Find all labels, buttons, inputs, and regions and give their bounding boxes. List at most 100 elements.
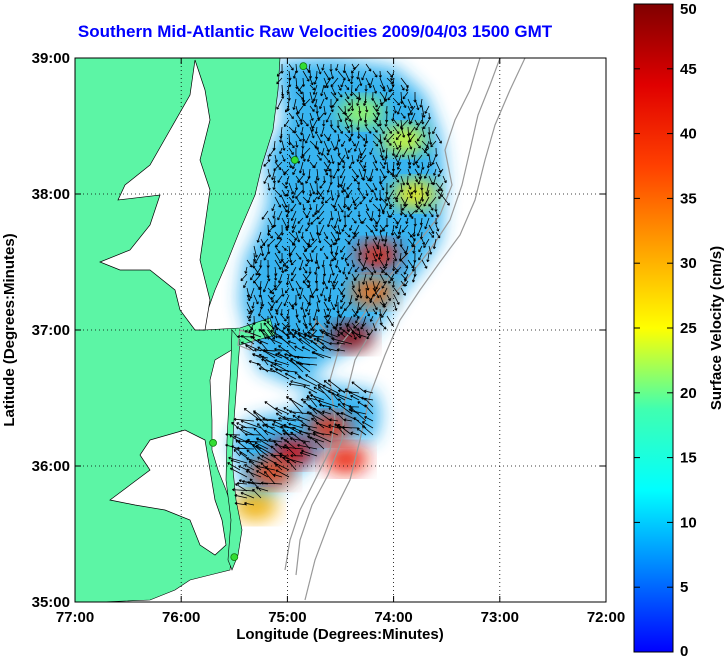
velocity-vector (298, 338, 318, 352)
velocity-vector (320, 287, 325, 297)
velocity-hotspot (392, 180, 437, 208)
velocity-vector (302, 266, 308, 274)
velocity-vector (400, 98, 407, 109)
velocity-vector (361, 259, 367, 272)
velocity-vector (267, 273, 271, 282)
velocity-vector (365, 189, 369, 197)
velocity-vector (323, 168, 328, 176)
velocity-vector (358, 133, 366, 141)
velocity-vector (302, 322, 308, 329)
velocity-vector (369, 315, 374, 322)
velocity-vector (302, 273, 310, 283)
colorbar-tick-label: 20 (680, 385, 697, 402)
velocity-vector (371, 259, 375, 267)
velocity-vector (327, 217, 332, 228)
y-tick-label: 36:00 (32, 458, 70, 475)
velocity-vector (284, 444, 297, 457)
radar-site-marker (290, 156, 299, 164)
velocity-vector (311, 119, 318, 129)
y-tick-label: 35:00 (32, 594, 70, 611)
colorbar-tick-label: 25 (680, 320, 697, 337)
velocity-vector (274, 347, 290, 352)
velocity-vector (319, 329, 339, 338)
y-axis: 35:00 36:00 37:00 38:00 39:00 (32, 50, 606, 611)
velocity-vector (351, 331, 367, 338)
velocity-vector (365, 329, 370, 336)
velocity-vector (414, 119, 419, 126)
velocity-vector (318, 217, 325, 225)
velocity-vector (298, 287, 304, 300)
velocity-vector (279, 452, 297, 464)
velocity-vector (369, 294, 374, 304)
velocity-vector (282, 445, 304, 450)
velocity-vector (327, 390, 346, 401)
velocity-vector (274, 359, 290, 366)
velocity-vector (414, 98, 420, 111)
velocity-vector (375, 280, 381, 290)
velocity-vector (240, 491, 255, 499)
velocity-vector (423, 119, 430, 130)
velocity-vector (356, 238, 361, 247)
velocity-vector (372, 84, 377, 94)
velocity-vector (248, 322, 255, 333)
velocity-vector (337, 147, 341, 156)
velocity-vector (414, 175, 419, 183)
velocity-vector (254, 441, 269, 450)
velocity-vector (341, 140, 346, 147)
velocity-vector (426, 161, 431, 169)
velocity-vector (333, 273, 339, 284)
velocity-vector (416, 224, 423, 237)
velocity-vector (290, 203, 297, 212)
velocity-vector (273, 462, 290, 471)
velocity-vector (276, 231, 283, 240)
velocity-vector (300, 231, 304, 239)
velocity-vector (317, 112, 325, 121)
velocity-vector (344, 91, 350, 100)
velocity-vector (236, 426, 255, 436)
velocity-vector (333, 326, 346, 338)
velocity-vector (348, 405, 360, 409)
velocity-vector (228, 456, 248, 464)
velocity-vector (329, 418, 339, 422)
colorbar-label: Surface Velocity (cm/s) (708, 246, 724, 410)
velocity-vector (349, 84, 354, 97)
velocity-vector (334, 423, 346, 436)
velocity-vector (272, 210, 276, 219)
velocity-vector (319, 245, 325, 251)
velocity-vector (288, 112, 294, 120)
velocity-vector (253, 427, 269, 443)
velocity-vector (306, 395, 318, 408)
velocity-vector (316, 63, 322, 75)
velocity-vector (337, 210, 342, 222)
velocity-vector (249, 287, 255, 299)
velocity-vector (229, 467, 248, 478)
velocity-vector (393, 287, 400, 296)
velocity-vector (323, 140, 330, 153)
velocity-vector (244, 501, 255, 506)
velocity-vector (369, 175, 374, 182)
velocity-vector (357, 182, 361, 191)
velocity-vector (372, 308, 377, 315)
velocity-vector (358, 259, 366, 270)
velocity-vector (274, 231, 282, 240)
velocity-vector (329, 259, 333, 267)
velocity-vector (383, 154, 388, 165)
velocity-vector (364, 84, 368, 92)
velocity-vector (407, 168, 412, 176)
velocity-vector (365, 126, 372, 134)
velocity-vector (306, 411, 325, 422)
velocity-vector (421, 161, 425, 170)
velocity-vector (259, 301, 263, 310)
velocity-vector (383, 91, 388, 101)
velocity-vector (340, 294, 346, 303)
velocity-vector (281, 266, 285, 274)
velocity-vector (364, 404, 374, 415)
velocity-vector (268, 224, 276, 233)
velocity-vector (379, 259, 386, 269)
velocity-vector (400, 126, 406, 138)
velocity-vector (359, 147, 367, 159)
velocity-vector (423, 168, 430, 179)
velocity-vector (295, 280, 302, 290)
velocity-vector (326, 182, 332, 193)
velocity-vector (350, 98, 355, 112)
